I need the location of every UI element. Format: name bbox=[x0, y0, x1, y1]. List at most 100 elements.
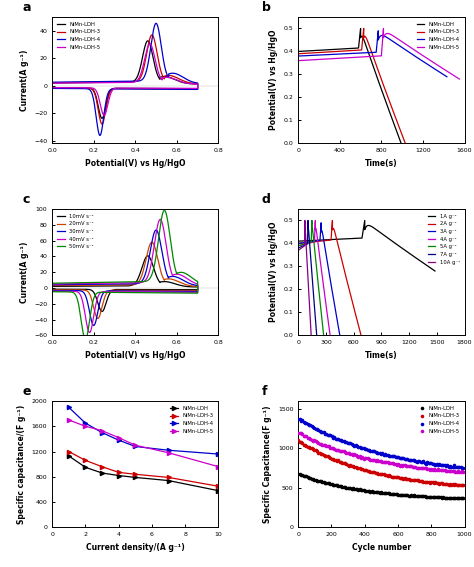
40mV s⁻¹ bbox=[176, 271, 182, 278]
Line: 50mV s⁻¹: 50mV s⁻¹ bbox=[52, 210, 198, 340]
Y-axis label: Specific capacitance/(F g⁻¹): Specific capacitance/(F g⁻¹) bbox=[17, 404, 26, 524]
NiMn-LDH-4 bbox=[153, 20, 159, 27]
NiMn-LDH-5 bbox=[442, 466, 450, 475]
NiMn-LDH bbox=[361, 486, 369, 495]
50mV s⁻¹ bbox=[176, 269, 182, 276]
Text: b: b bbox=[262, 2, 271, 15]
Line: NiMn-LDH: NiMn-LDH bbox=[298, 28, 401, 143]
NiMn-LDH-3 bbox=[393, 473, 401, 482]
NiMn-LDH-5 bbox=[49, 84, 55, 91]
NiMn-LDH-5 bbox=[388, 459, 395, 468]
7A g⁻¹ bbox=[305, 217, 311, 224]
NiMn-LDH-4 bbox=[397, 453, 405, 462]
3A g⁻¹ bbox=[318, 230, 323, 237]
NiMn-LDH-4 bbox=[346, 439, 354, 448]
NiMn-LDH-3 bbox=[389, 104, 394, 111]
NiMn-LDH-3 bbox=[442, 479, 450, 488]
NiMn-LDH-3 bbox=[452, 480, 459, 489]
NiMn-LDH-3 bbox=[397, 473, 405, 483]
NiMn-LDH-3 bbox=[49, 84, 55, 91]
NiMn-LDH-4 bbox=[452, 463, 459, 472]
NiMn-LDH-4 bbox=[398, 454, 406, 463]
NiMn-LDH-3 bbox=[88, 79, 93, 86]
NiMn-LDH-5 bbox=[431, 60, 437, 66]
NiMn-LDH bbox=[295, 469, 302, 478]
NiMn-LDH bbox=[383, 488, 390, 497]
NiMn-LDH-5 bbox=[373, 455, 381, 464]
40mV s⁻¹ bbox=[49, 287, 55, 294]
50mV s⁻¹ bbox=[181, 290, 187, 297]
NiMn-LDH bbox=[344, 483, 351, 492]
NiMn-LDH-4 bbox=[166, 447, 172, 454]
Line: 30mV s⁻¹: 30mV s⁻¹ bbox=[52, 230, 198, 325]
NiMn-LDH-4 bbox=[430, 459, 438, 468]
NiMn-LDH-3 bbox=[187, 86, 193, 92]
NiMn-LDH-3 bbox=[444, 480, 451, 489]
NiMn-LDH bbox=[392, 490, 399, 499]
NiMn-LDH-4 bbox=[419, 458, 426, 467]
NiMn-LDH-5 bbox=[389, 459, 397, 468]
NiMn-LDH-3 bbox=[355, 464, 362, 473]
NiMn-LDH-4 bbox=[446, 462, 454, 471]
1A g⁻¹ bbox=[401, 246, 407, 253]
2A g⁻¹ bbox=[329, 217, 335, 224]
NiMn-LDH-4 bbox=[381, 450, 389, 459]
NiMn-LDH bbox=[349, 484, 357, 493]
NiMn-LDH-3 bbox=[338, 459, 346, 468]
20mV s⁻¹ bbox=[149, 239, 155, 246]
NiMn-LDH-4 bbox=[453, 462, 461, 471]
NiMn-LDH-3 bbox=[333, 456, 341, 465]
NiMn-LDH-3 bbox=[304, 442, 311, 451]
NiMn-LDH-3 bbox=[453, 480, 461, 489]
10mV s⁻¹ bbox=[88, 283, 93, 290]
NiMn-LDH bbox=[337, 482, 345, 491]
NiMn-LDH-3 bbox=[322, 49, 328, 56]
NiMn-LDH bbox=[321, 46, 327, 53]
NiMn-LDH-3 bbox=[392, 472, 399, 481]
NiMn-LDH bbox=[365, 486, 373, 496]
10A g⁻¹ bbox=[301, 243, 307, 249]
NiMn-LDH-4 bbox=[425, 458, 433, 467]
NiMn-LDH bbox=[419, 492, 426, 501]
NiMn-LDH-3 bbox=[350, 463, 358, 472]
NiMn-LDH-5 bbox=[181, 85, 187, 92]
NiMn-LDH-3 bbox=[295, 436, 302, 445]
NiMn-LDH bbox=[297, 470, 305, 479]
NiMn-LDH bbox=[417, 492, 425, 501]
NiMn-LDH bbox=[432, 493, 439, 502]
NiMn-LDH-4 bbox=[49, 79, 55, 86]
NiMn-LDH-3 bbox=[301, 441, 309, 450]
NiMn-LDH-4 bbox=[378, 449, 386, 458]
NiMn-LDH bbox=[145, 37, 151, 44]
NiMn-LDH-5 bbox=[357, 453, 365, 462]
NiMn-LDH-3 bbox=[433, 479, 440, 488]
10A g⁻¹ bbox=[295, 247, 301, 254]
NiMn-LDH bbox=[300, 471, 308, 480]
NiMn-LDH bbox=[330, 480, 338, 489]
2A g⁻¹ bbox=[349, 296, 355, 303]
NiMn-LDH-3 bbox=[369, 468, 377, 477]
7A g⁻¹ bbox=[310, 282, 316, 289]
40mV s⁻¹ bbox=[181, 289, 187, 295]
NiMn-LDH-4 bbox=[295, 53, 301, 60]
NiMn-LDH-4 bbox=[310, 424, 318, 433]
NiMn-LDH-4 bbox=[436, 460, 443, 469]
NiMn-LDH-3 bbox=[422, 477, 430, 486]
NiMn-LDH-5 bbox=[329, 444, 337, 453]
NiMn-LDH-5 bbox=[381, 25, 386, 32]
2A g⁻¹ bbox=[351, 306, 357, 312]
NiMn-LDH-4 bbox=[181, 86, 187, 93]
NiMn-LDH bbox=[88, 79, 93, 86]
NiMn-LDH-3 bbox=[329, 454, 337, 463]
NiMn-LDH-3 bbox=[414, 476, 422, 485]
NiMn-LDH bbox=[454, 493, 462, 502]
NiMn-LDH-3 bbox=[439, 480, 447, 489]
NiMn-LDH-3 bbox=[328, 454, 336, 463]
NiMn-LDH-4 bbox=[392, 452, 399, 462]
NiMn-LDH bbox=[372, 488, 379, 497]
NiMn-LDH-5 bbox=[425, 465, 433, 474]
NiMn-LDH-5 bbox=[384, 458, 392, 467]
NiMn-LDH-5 bbox=[327, 443, 334, 452]
NiMn-LDH-4 bbox=[412, 456, 419, 466]
30mV s⁻¹ bbox=[147, 248, 153, 255]
